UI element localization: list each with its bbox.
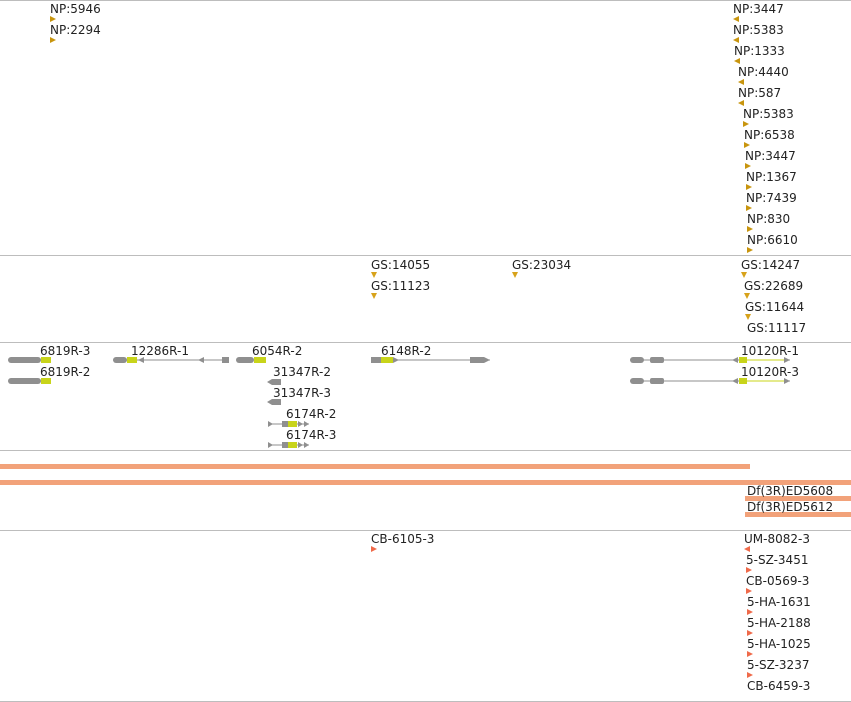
cb-label: 5-HA-2188 <box>747 616 811 630</box>
cb-label: 5-HA-1025 <box>747 637 811 651</box>
gene-label: 10120R-1 <box>741 344 799 358</box>
np-label: NP:5383 <box>733 23 784 37</box>
gene-model-6054R-2[interactable] <box>236 357 266 363</box>
np-marker-icon <box>738 79 744 85</box>
cb-label: CB-6105-3 <box>371 532 435 546</box>
gs-marker-icon <box>371 293 377 299</box>
np-marker-icon <box>50 16 56 22</box>
gs-label: GS:11123 <box>371 279 431 293</box>
np-label: NP:7439 <box>746 191 797 205</box>
cb-marker-icon <box>746 567 752 573</box>
np-label: NP:587 <box>738 86 782 100</box>
cb-label: 5-SZ-3451 <box>746 553 809 567</box>
gene-model-10120R-3[interactable] <box>630 378 790 384</box>
gs-label: GS:11117 <box>747 321 807 335</box>
np-marker-icon <box>745 163 751 169</box>
np-marker-icon <box>733 37 739 43</box>
gs-label: GS:22689 <box>744 279 804 293</box>
gene-label: 31347R-3 <box>273 386 331 400</box>
cb-label: CB-6459-3 <box>747 679 811 693</box>
cb-label: 5-SZ-3237 <box>747 658 810 672</box>
gene-label: 6174R-3 <box>286 428 337 442</box>
cb-marker-icon <box>746 588 752 594</box>
cb-marker-icon <box>747 651 753 657</box>
deficiency-label: Df(3R)ED5608 <box>747 484 834 498</box>
gene-label: 6174R-2 <box>286 407 337 421</box>
cb-label: 5-HA-1631 <box>747 595 811 609</box>
gene-model-12286R-1[interactable] <box>113 357 229 363</box>
gene-label: 31347R-2 <box>273 365 331 379</box>
gs-label: GS:23034 <box>512 258 572 272</box>
cb-marker-icon <box>747 630 753 636</box>
gene-model-31347R-2[interactable] <box>267 379 281 385</box>
np-marker-icon <box>734 58 740 64</box>
np-label: NP:3447 <box>733 2 784 16</box>
gene-label: 12286R-1 <box>131 344 189 358</box>
cb-label: CB-0569-3 <box>746 574 810 588</box>
deficiency-band[interactable] <box>745 496 851 501</box>
gs-marker-icon <box>741 272 747 278</box>
track-separator <box>0 342 851 343</box>
cb-marker-icon <box>747 672 753 678</box>
gene-label: 6148R-2 <box>381 344 432 358</box>
deficiency-label: Df(3R)ED5612 <box>747 500 834 514</box>
track-separator <box>0 255 851 256</box>
np-marker-icon <box>746 184 752 190</box>
gs-marker-icon <box>512 272 518 278</box>
np-label: NP:4440 <box>738 65 789 79</box>
np-marker-icon <box>733 16 739 22</box>
cb-marker-icon <box>371 546 377 552</box>
deficiency-track: Df(3R)ED5608 Df(3R)ED5612 <box>0 451 851 530</box>
np-marker-icon <box>747 247 753 253</box>
np-label: NP:3447 <box>745 149 796 163</box>
np-marker-icon <box>744 142 750 148</box>
gene-label: 6054R-2 <box>252 344 303 358</box>
np-marker-icon <box>743 121 749 127</box>
gs-marker-icon <box>744 293 750 299</box>
gs-label: GS:14247 <box>741 258 801 272</box>
np-track: NP:5946 NP:2294 NP:3447 NP:5383 NP:1333 … <box>0 0 851 255</box>
gene-model-6148R-2[interactable] <box>371 357 490 363</box>
np-label: NP:2294 <box>50 23 101 37</box>
gs-track: GS:14055 GS:11123 GS:23034 GS:14247 GS:2… <box>0 256 851 342</box>
gene-model-6174R-2[interactable] <box>268 421 309 427</box>
gs-marker-icon <box>745 314 751 320</box>
np-label: NP:5946 <box>50 2 101 16</box>
gene-label: 6819R-3 <box>40 344 91 358</box>
gene-model-31347R-3[interactable] <box>267 399 281 405</box>
track-separator <box>0 0 851 1</box>
cb-marker-icon <box>747 609 753 615</box>
gene-label: 6819R-2 <box>40 365 91 379</box>
np-label: NP:1367 <box>746 170 797 184</box>
gene-model-6819R-2[interactable] <box>8 378 51 384</box>
gs-label: GS:14055 <box>371 258 431 272</box>
gene-model-6174R-3[interactable] <box>268 442 309 448</box>
np-label: NP:5383 <box>743 107 794 121</box>
gs-marker-icon <box>371 272 377 278</box>
gene-models <box>8 357 790 448</box>
gene-track: 6819R-3 6819R-2 12286R-1 6054R-2 31347R-… <box>0 343 851 450</box>
np-marker-icon <box>738 100 744 106</box>
cb-marker-icon <box>744 546 750 552</box>
gs-label: GS:11644 <box>745 300 805 314</box>
np-label: NP:6610 <box>747 233 798 247</box>
gene-model-10120R-1[interactable] <box>630 357 790 363</box>
np-label: NP:1333 <box>734 44 785 58</box>
deficiency-band[interactable] <box>0 480 851 485</box>
gene-label: 10120R-3 <box>741 365 799 379</box>
track-separator <box>0 530 851 531</box>
np-label: NP:830 <box>747 212 791 226</box>
np-marker-icon <box>746 205 752 211</box>
track-separator <box>0 450 851 451</box>
deficiency-band[interactable] <box>0 464 750 469</box>
deficiency-band[interactable] <box>745 512 851 517</box>
cb-track: CB-6105-3 UM-8082-3 5-SZ-3451 CB-0569-3 … <box>0 531 851 701</box>
np-marker-icon <box>50 37 56 43</box>
np-label: NP:6538 <box>744 128 795 142</box>
cb-label: UM-8082-3 <box>744 532 810 546</box>
np-marker-icon <box>747 226 753 232</box>
gene-model-6819R-3[interactable] <box>8 357 51 363</box>
